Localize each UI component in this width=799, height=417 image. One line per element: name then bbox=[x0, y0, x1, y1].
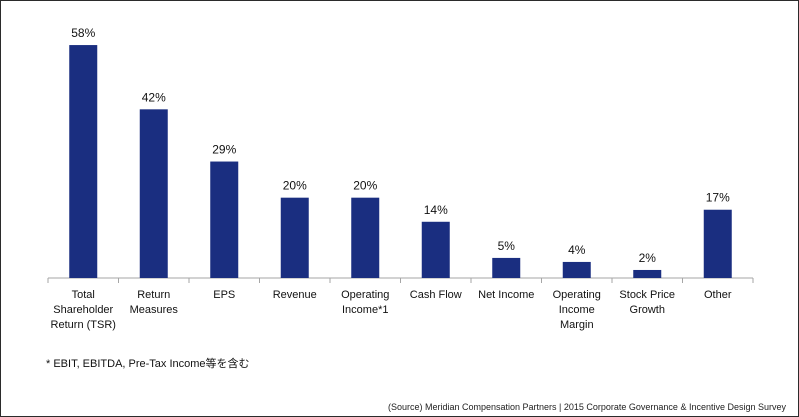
data-label: 20% bbox=[353, 179, 377, 193]
category-label-line: EPS bbox=[213, 289, 235, 301]
category-label: Return Measures bbox=[130, 289, 179, 316]
category-label-line: Total bbox=[72, 289, 95, 301]
data-label: 29% bbox=[212, 143, 236, 157]
category-label-line: Shareholder bbox=[53, 304, 113, 316]
category-label-line: Margin bbox=[560, 319, 594, 331]
category-label-line: Income*1 bbox=[342, 304, 388, 316]
data-label: 17% bbox=[706, 191, 730, 205]
category-label-line: Measures bbox=[130, 304, 179, 316]
data-label: 20% bbox=[283, 179, 307, 193]
category-label: Operating Income Margin bbox=[553, 289, 601, 331]
data-label: 4% bbox=[568, 243, 586, 257]
bar bbox=[210, 161, 239, 278]
bar bbox=[703, 209, 732, 278]
bar bbox=[69, 45, 98, 279]
footnote: * EBIT, EBITDA, Pre-Tax Income等を含む bbox=[46, 358, 250, 370]
bar bbox=[280, 197, 309, 278]
category-label-line: Revenue bbox=[273, 289, 317, 301]
bar bbox=[633, 269, 662, 278]
category-label: EPS bbox=[213, 289, 235, 301]
bars bbox=[69, 45, 732, 279]
data-labels: 58% 42% 29% 20% 20% 14% 5% 4% 2% 17% bbox=[71, 26, 730, 265]
bar bbox=[492, 257, 521, 278]
x-axis-ticks bbox=[47, 278, 754, 283]
data-label: 2% bbox=[639, 251, 657, 265]
bar bbox=[562, 261, 591, 278]
category-label-line: Return bbox=[137, 289, 170, 301]
category-label: Net Income bbox=[478, 289, 534, 301]
category-label: Revenue bbox=[273, 289, 317, 301]
category-label: Stock Price Growth bbox=[619, 289, 675, 316]
data-label: 58% bbox=[71, 26, 95, 40]
category-labels: Total Shareholder Return (TSR) Return Measur… bbox=[51, 289, 732, 331]
category-label: Total Shareholder Return (TSR) bbox=[51, 289, 116, 331]
data-label: 14% bbox=[424, 203, 448, 217]
category-label: Cash Flow bbox=[410, 289, 462, 301]
category-label-line: Stock Price bbox=[619, 289, 675, 301]
category-label-line: Growth bbox=[630, 304, 665, 316]
category-label: Other bbox=[704, 289, 732, 301]
bar bbox=[421, 221, 450, 278]
bar bbox=[351, 197, 380, 278]
category-label-line: Operating bbox=[553, 289, 601, 301]
category-label-line: Income bbox=[559, 304, 595, 316]
category-label-line: Other bbox=[704, 289, 732, 301]
category-label-line: Operating bbox=[341, 289, 389, 301]
category-label-line: Cash Flow bbox=[410, 289, 462, 301]
source-note: (Source) Meridian Compensation Partners … bbox=[387, 402, 786, 412]
data-label: 5% bbox=[498, 239, 516, 253]
data-label: 42% bbox=[142, 90, 166, 104]
category-label: Operating Income*1 bbox=[341, 289, 389, 316]
category-label-line: Return (TSR) bbox=[51, 319, 116, 331]
bar bbox=[139, 109, 168, 279]
category-label-line: Net Income bbox=[478, 289, 534, 301]
